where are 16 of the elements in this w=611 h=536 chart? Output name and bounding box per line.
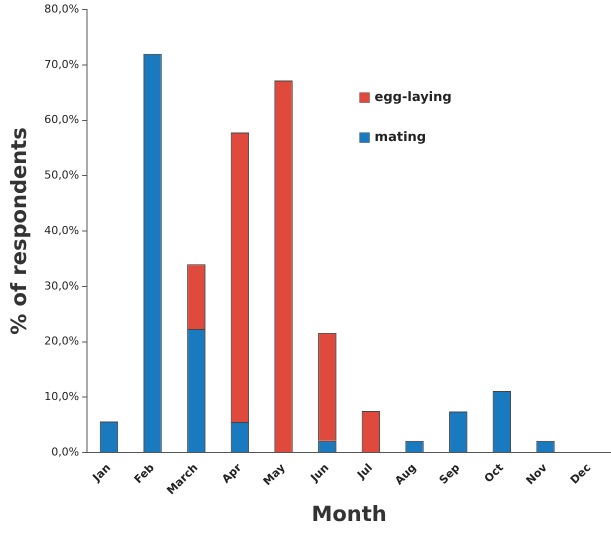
y-tick-label: 10,0% — [44, 390, 80, 403]
y-tick-label: 70,0% — [44, 58, 80, 71]
y-tick-label: 20,0% — [44, 334, 80, 348]
x-tick-label: Jul — [354, 461, 376, 482]
y-tick-label: 80,0% — [44, 2, 80, 16]
y-tick-label: 30,0% — [44, 279, 80, 292]
x-axis-title: Month — [311, 502, 387, 526]
legend-label: egg-laying — [374, 90, 452, 105]
y-tick-label: 40,0% — [44, 224, 80, 237]
x-tick-label: Feb — [132, 461, 157, 486]
y-axis-title: % of respondents — [7, 127, 32, 335]
y-tick-label: 60,0% — [44, 113, 80, 126]
x-tick-label: Oct — [482, 461, 506, 486]
legend-label: mating — [374, 130, 426, 145]
y-tick-label: 50,0% — [44, 168, 80, 182]
y-tick-label: 0,0% — [51, 445, 80, 458]
